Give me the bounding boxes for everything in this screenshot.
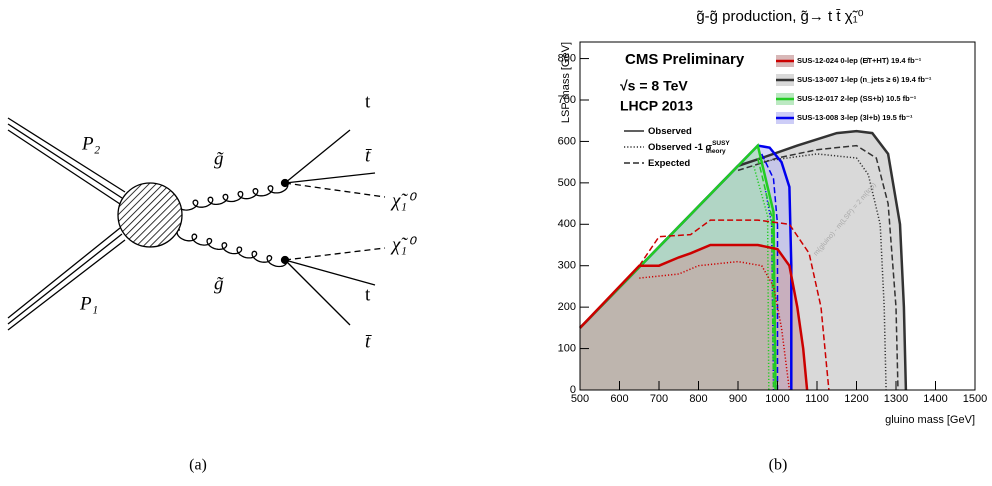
incoming-line	[7, 227, 121, 319]
particle-label: g̃	[214, 273, 224, 294]
legend-label: SUS-12-017 2-lep (SS+b) 10.5 fb⁻¹	[797, 94, 917, 103]
legend-label-part: Observed -1 σ	[648, 142, 713, 153]
particle-label: t̄	[365, 331, 372, 352]
y-tick-label: 500	[558, 177, 576, 189]
x-tick-label: 700	[650, 393, 668, 405]
contour-line	[638, 219, 830, 391]
gluon-line	[176, 229, 288, 268]
x-tick-label: 1100	[805, 393, 829, 405]
x-tick-label: 1200	[844, 393, 868, 405]
particle-label: χ̃₁⁰	[390, 190, 417, 211]
incoming-line	[7, 123, 123, 199]
incoming-line	[7, 233, 123, 325]
excluded-region	[580, 245, 808, 390]
x-tick-label: 600	[610, 393, 628, 405]
x-tick-label: 1500	[963, 393, 987, 405]
contour-line	[757, 157, 775, 391]
y-tick-label: 800	[558, 52, 576, 64]
legend-label: SUS-13-008 3-lep (3l+b) 19.5 fb⁻¹	[797, 113, 913, 122]
incoming-line	[7, 117, 126, 193]
contour-line	[579, 129, 908, 391]
x-tick-label: 1000	[765, 393, 789, 405]
legend-label-part: SUSY	[712, 140, 730, 147]
legend-label-part: Observed	[648, 126, 692, 137]
legend-label-part: theory	[706, 148, 726, 155]
x-tick-label: 1300	[884, 393, 908, 405]
y-tick-label: 600	[558, 135, 576, 147]
legend-label: Expected	[648, 158, 690, 169]
chart-title: g̃-g̃ production, g̃→ t t̄ χ̃₁⁰	[696, 8, 863, 25]
x-tick-label: 800	[689, 393, 707, 405]
contour-line	[579, 243, 809, 391]
contour-line	[639, 260, 791, 391]
scalar-line	[284, 247, 386, 261]
annotation: √s = 8 TeV	[620, 78, 688, 94]
y-tick-label: 300	[558, 260, 576, 272]
contour-line	[737, 144, 899, 391]
x-axis-label: gluino mass [GeV]	[885, 414, 975, 426]
legend-label: Observed -1 σSUSY theory	[648, 140, 730, 155]
particle-label: P₁	[79, 293, 98, 314]
legend-label: SUS-13-007 1-lep (n_jets ≥ 6) 19.4 fb⁻¹	[797, 75, 932, 84]
fermion-line	[284, 172, 376, 184]
x-tick-label: 900	[729, 393, 747, 405]
particle-label: t̄	[365, 145, 372, 166]
particle-label: g̃	[214, 148, 224, 169]
incoming-line	[7, 129, 121, 205]
particle-label: P₂	[81, 133, 101, 154]
y-tick-label: 100	[558, 342, 576, 354]
gluon-line	[177, 182, 289, 211]
contour-line	[764, 190, 775, 391]
caption: (b)	[769, 457, 788, 474]
diagram-labels: P₂ P₁ g̃ g̃ t t̄ χ̃₁⁰ χ̃₁⁰ t t̄	[79, 91, 417, 352]
feynman-diagram	[7, 117, 386, 331]
exclusion-plot: 500 600 700 800 900 1000 1100 1200 1300 1400 1500 0…	[558, 8, 988, 426]
caption: (a)	[189, 457, 207, 474]
scalar-line	[284, 182, 386, 198]
contour-line	[753, 166, 770, 391]
y-tick-label: 700	[558, 94, 576, 106]
y-tick-label: 400	[558, 218, 576, 230]
fermion-line	[284, 259, 376, 286]
y-tick-label: 200	[558, 301, 576, 313]
x-tick-label: 500	[571, 393, 589, 405]
annotation: CMS Preliminary	[625, 51, 745, 68]
particle-label: t	[365, 91, 371, 112]
legend-label-part: Expected	[648, 158, 690, 169]
fermion-line	[284, 259, 351, 326]
x-tick-label: 1400	[923, 393, 947, 405]
y-axis-label: LSP mass [GeV]	[560, 42, 572, 123]
blob	[117, 182, 183, 248]
annotation: LHCP 2013	[620, 98, 693, 114]
legend-label: SUS-12-024 0-lep (E̸T+HT) 19.4 fb⁻¹	[797, 56, 922, 65]
legend-label: Observed	[648, 126, 692, 137]
fermion-line	[284, 129, 351, 184]
y-tick-label: 0	[570, 384, 576, 396]
contour-line	[757, 153, 887, 391]
particle-label: t	[365, 284, 371, 305]
particle-label: χ̃₁⁰	[390, 234, 417, 255]
incoming-line	[7, 239, 126, 331]
contour-line	[579, 143, 777, 391]
